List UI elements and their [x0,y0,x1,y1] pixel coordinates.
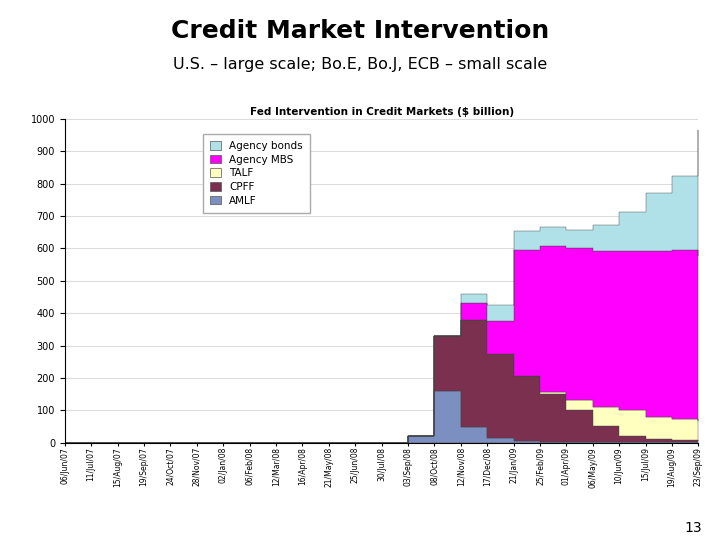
Text: U.S. – large scale; Bo.E, Bo.J, ECB – small scale: U.S. – large scale; Bo.E, Bo.J, ECB – sm… [173,57,547,72]
Text: 13: 13 [685,521,702,535]
Title: Fed Intervention in Credit Markets ($ billion): Fed Intervention in Credit Markets ($ bi… [250,106,513,117]
Text: Credit Market Intervention: Credit Market Intervention [171,19,549,43]
Legend: Agency bonds, Agency MBS, TALF, CPFF, AMLF: Agency bonds, Agency MBS, TALF, CPFF, AM… [203,134,310,213]
